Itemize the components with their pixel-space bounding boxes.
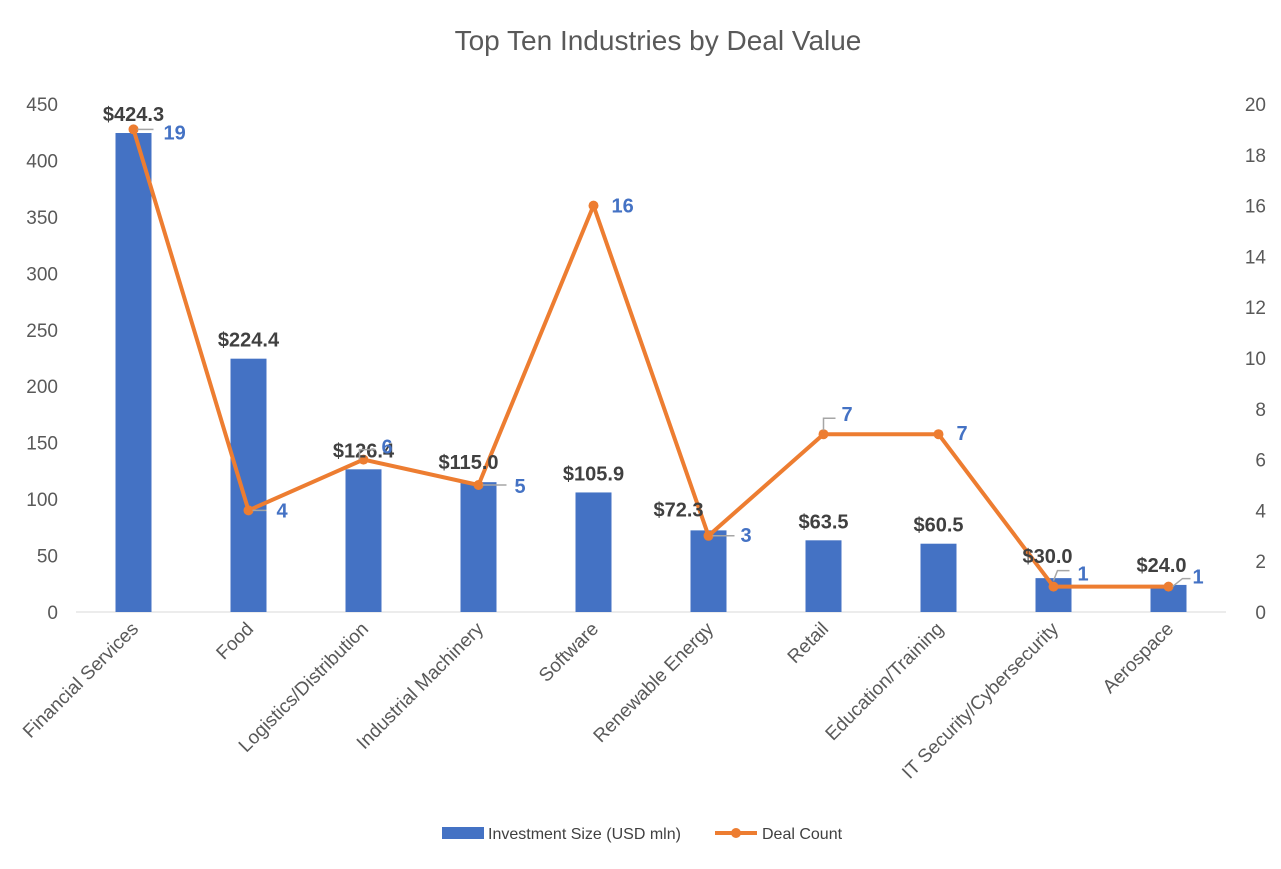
label-leader-line [1052, 569, 1070, 581]
bar-data-label: $115.0 [438, 452, 498, 474]
left-tick-label: 0 [47, 603, 58, 624]
bar-data-label: $63.5 [798, 511, 848, 533]
label-leader-line [358, 448, 376, 460]
bar [575, 492, 612, 612]
category-label: Education/Training [822, 619, 948, 745]
bar [690, 530, 727, 612]
bar-data-label: $30.0 [1022, 546, 1072, 568]
line-point [243, 505, 254, 516]
bar [460, 482, 497, 612]
bar [230, 358, 267, 612]
line-point [358, 454, 369, 465]
bar-data-label: $224.4 [218, 330, 280, 352]
right-tick-label: 20 [1245, 95, 1266, 116]
category-label: Aerospace [1099, 619, 1178, 698]
right-axis: 0 2 4 6 8 10 12 14 16 18 20 [1245, 95, 1267, 624]
legend-bar-swatch [442, 827, 484, 839]
bar-data-label: $424.3 [103, 104, 164, 126]
line-point [1048, 581, 1059, 592]
line-data-labels: 19 4 6 5 16 3 7 7 1 1 [137, 122, 1204, 589]
bar-data-label: $24.0 [1136, 555, 1186, 577]
category-label: Renewable Energy [590, 618, 719, 747]
bar-data-label: $72.3 [653, 499, 703, 521]
right-tick-label: 12 [1245, 298, 1266, 319]
bar-series [115, 133, 1187, 612]
line-point [128, 124, 139, 135]
left-tick-label: 350 [26, 208, 58, 229]
bar [920, 543, 957, 612]
line-point [473, 480, 484, 490]
category-label: Retail [784, 619, 833, 668]
bar [805, 540, 842, 612]
left-tick-label: 100 [26, 490, 58, 511]
left-tick-label: 300 [26, 264, 58, 285]
line-data-label: 19 [164, 122, 186, 144]
right-tick-label: 14 [1245, 247, 1267, 268]
line-data-label: 5 [515, 476, 526, 498]
bar-data-label: $105.9 [563, 463, 624, 485]
line-series [128, 124, 1174, 592]
legend-bar-label: Investment Size (USD mln) [488, 826, 681, 843]
bar-data-label: $60.5 [913, 515, 963, 537]
category-label: Food [213, 619, 258, 664]
left-tick-label: 150 [26, 434, 58, 455]
right-tick-label: 10 [1245, 349, 1266, 370]
right-tick-label: 16 [1245, 197, 1266, 218]
left-tick-label: 250 [26, 321, 58, 342]
bar-data-labels: $424.3 $224.4 $126.4 $115.0 $105.9 $72.3 $63.5… [103, 104, 1187, 577]
right-tick-label: 18 [1245, 146, 1266, 167]
left-axis: 0 50 100 150 200 250 300 350 400 450 [26, 95, 58, 624]
line-data-label: 1 [1078, 564, 1089, 586]
bar [115, 133, 152, 612]
line-point [588, 200, 599, 211]
line-point [818, 429, 829, 440]
right-tick-label: 6 [1255, 451, 1266, 472]
legend: Investment Size (USD mln) Deal Count [442, 826, 843, 843]
left-tick-label: 200 [26, 377, 58, 398]
deal-count-line [131, 128, 1169, 589]
category-labels: Financial Services FoodLogistics/Distribu… [19, 618, 1178, 783]
line-data-label: 16 [612, 196, 634, 218]
line-data-label: 7 [957, 423, 968, 445]
line-point [703, 530, 714, 541]
right-tick-label: 0 [1255, 603, 1266, 624]
chart-title: Top Ten Industries by Deal Value [455, 25, 862, 56]
right-tick-label: 4 [1255, 501, 1266, 522]
line-data-label: 3 [741, 525, 752, 547]
bar [345, 469, 382, 612]
line-data-label: 1 [1193, 567, 1204, 589]
line-point [933, 429, 944, 440]
legend-line-label: Deal Count [762, 826, 843, 843]
category-label: Industrial Machinery [353, 618, 488, 753]
category-label: Financial Services [19, 619, 143, 743]
left-tick-label: 50 [37, 547, 58, 568]
left-tick-label: 400 [26, 151, 58, 172]
label-leader-line [822, 417, 836, 431]
category-label: Logistics/Distribution [235, 619, 373, 757]
bar-data-label: $126.4 [333, 440, 395, 462]
line-data-label: 7 [842, 404, 853, 426]
legend-line-marker [731, 828, 741, 838]
label-leader-line [1172, 577, 1191, 588]
right-tick-label: 2 [1255, 552, 1266, 573]
line-data-label: 4 [277, 500, 289, 522]
right-tick-label: 8 [1255, 400, 1266, 421]
category-label: Software [535, 619, 603, 687]
line-data-label: 6 [382, 437, 393, 459]
left-tick-label: 450 [26, 95, 58, 116]
line-point [1163, 581, 1174, 592]
